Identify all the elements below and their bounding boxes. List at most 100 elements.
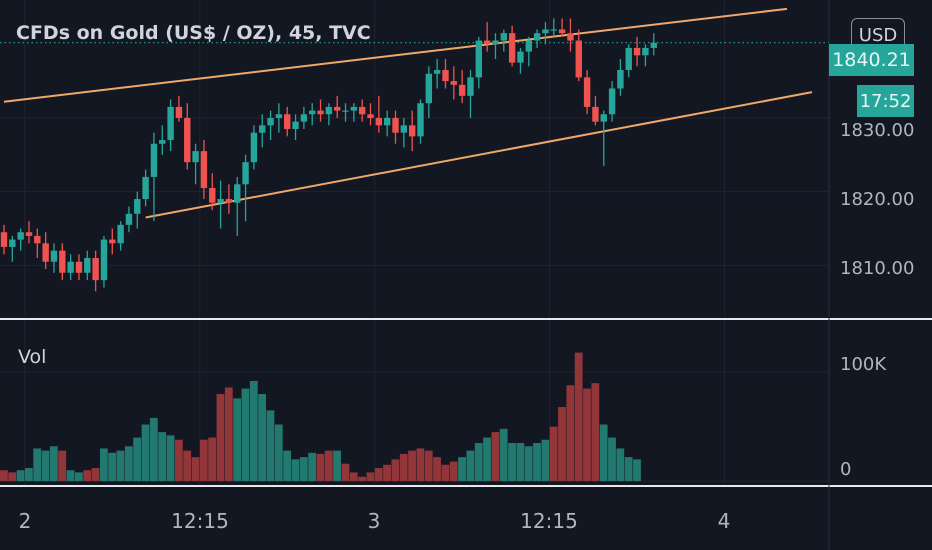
bullish-candle <box>642 44 649 67</box>
volume-bar <box>391 459 400 482</box>
bullish-candle <box>125 206 133 233</box>
bullish-candle <box>100 235 108 288</box>
volume-bar <box>183 450 192 482</box>
bearish-candle <box>450 66 458 100</box>
candle-body <box>34 235 41 244</box>
volume-bar <box>108 452 117 482</box>
vol-y-tick-label: 0 <box>840 459 852 480</box>
volume-bar <box>16 470 25 482</box>
volume-bar <box>549 426 558 482</box>
volume-bar <box>249 380 258 482</box>
volume-bar <box>283 450 292 482</box>
chart-title: CFDs on Gold (US$ / OZ), 45, TVC <box>16 22 371 44</box>
candle-body <box>117 224 124 244</box>
volume-bar <box>499 428 508 482</box>
volume-bar <box>91 468 100 482</box>
bearish-candle <box>442 58 449 89</box>
candle-body <box>350 106 358 111</box>
bearish-candle <box>200 140 208 200</box>
candle-body <box>583 77 591 107</box>
bullish-candle <box>134 191 141 229</box>
bullish-candle <box>650 33 657 56</box>
volume-bar <box>358 476 366 482</box>
bullish-candle <box>400 117 408 148</box>
bullish-candle <box>292 114 299 141</box>
candle-body <box>175 106 183 118</box>
candle-body <box>284 114 291 130</box>
bearish-candle <box>558 18 566 37</box>
volume-bar <box>449 461 458 482</box>
candle-body <box>567 33 574 41</box>
candle-body <box>309 110 316 115</box>
bearish-candle <box>483 22 491 52</box>
bullish-candle <box>608 81 616 122</box>
volume-bar <box>33 448 42 482</box>
candle-body <box>467 77 474 96</box>
candle-body <box>625 47 632 71</box>
volume-bar <box>199 439 208 482</box>
candle-body <box>475 40 483 78</box>
volume-bar <box>216 394 225 482</box>
volume-pane-title: Vol <box>18 346 47 368</box>
candle-body <box>200 151 208 188</box>
candle-body <box>134 199 141 214</box>
candle-body <box>0 232 8 247</box>
bullish-candle <box>600 110 607 166</box>
bearish-candle <box>575 29 582 82</box>
volume-bar <box>158 432 167 482</box>
candle-body <box>250 132 258 163</box>
volume-bar <box>491 432 500 482</box>
bullish-candle <box>533 29 541 48</box>
bullish-candle <box>492 33 499 59</box>
bullish-candle <box>625 44 632 78</box>
volume-bar <box>191 457 200 482</box>
bearish-candle <box>0 224 8 255</box>
candle-body <box>442 70 449 82</box>
bearish-candle <box>392 110 399 144</box>
x-tick-label: 12:15 <box>520 509 578 533</box>
volume-bar <box>524 446 533 482</box>
volume-bar <box>374 468 383 482</box>
volume-bar <box>149 417 158 482</box>
bullish-candle <box>267 110 274 141</box>
bearish-candle <box>508 25 516 67</box>
bullish-candle <box>500 29 507 52</box>
volume-bar <box>366 472 375 482</box>
volume-bar <box>566 385 575 482</box>
bearish-candle <box>284 106 291 137</box>
volume-bar <box>24 468 33 482</box>
bearish-candle <box>408 110 416 152</box>
volume-bar <box>308 452 317 482</box>
volume-bar <box>116 450 125 482</box>
bearish-candle <box>567 18 574 52</box>
volume-bar <box>208 437 217 482</box>
candle-body <box>292 121 299 130</box>
candle-body <box>550 29 557 31</box>
candle-body <box>142 176 149 200</box>
bullish-candle <box>342 103 349 122</box>
volume-bar <box>591 383 600 482</box>
volume-bar <box>166 435 175 482</box>
candlestick-series <box>0 18 657 292</box>
volume-bar <box>83 470 92 482</box>
candle-body <box>209 187 216 203</box>
bullish-candle <box>467 70 474 118</box>
bearish-candle <box>92 250 99 292</box>
bearish-candle <box>75 254 83 281</box>
candle-body <box>50 250 58 262</box>
bullish-candle <box>550 18 557 37</box>
candle-body <box>575 40 582 78</box>
bullish-candle <box>9 235 16 262</box>
volume-bar <box>608 437 616 482</box>
candle-body <box>9 239 16 247</box>
bullish-candle <box>325 103 333 126</box>
volume-bar <box>41 450 50 482</box>
bearish-candle <box>209 173 216 211</box>
upper-channel-trendline <box>3 7 788 103</box>
bullish-candle <box>234 176 241 236</box>
bullish-candle <box>67 254 74 281</box>
volume-bar <box>349 472 358 482</box>
volume-bar <box>133 437 142 482</box>
bearish-candle <box>375 95 383 133</box>
